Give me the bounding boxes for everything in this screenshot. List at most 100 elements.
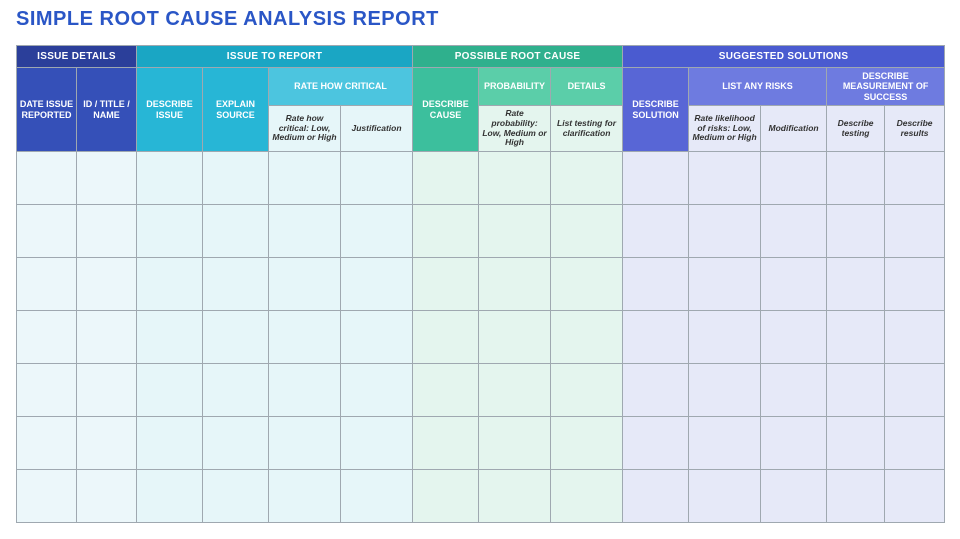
table-cell[interactable] <box>885 417 945 470</box>
table-cell[interactable] <box>761 311 827 364</box>
table-cell[interactable] <box>203 311 269 364</box>
table-cell[interactable] <box>77 205 137 258</box>
table-cell[interactable] <box>341 417 413 470</box>
table-cell[interactable] <box>137 311 203 364</box>
table-cell[interactable] <box>77 470 137 523</box>
table-cell[interactable] <box>77 311 137 364</box>
table-cell[interactable] <box>77 258 137 311</box>
table-cell[interactable] <box>479 364 551 417</box>
table-cell[interactable] <box>269 258 341 311</box>
table-cell[interactable] <box>689 311 761 364</box>
table-cell[interactable] <box>623 417 689 470</box>
table-cell[interactable] <box>77 417 137 470</box>
table-cell[interactable] <box>17 258 77 311</box>
table-cell[interactable] <box>413 470 479 523</box>
table-cell[interactable] <box>623 470 689 523</box>
table-cell[interactable] <box>689 417 761 470</box>
table-cell[interactable] <box>17 205 77 258</box>
col-explain-source: EXPLAIN SOURCE <box>203 68 269 152</box>
table-cell[interactable] <box>77 364 137 417</box>
table-cell[interactable] <box>269 311 341 364</box>
table-cell[interactable] <box>137 470 203 523</box>
table-cell[interactable] <box>761 258 827 311</box>
table-cell[interactable] <box>269 152 341 205</box>
table-cell[interactable] <box>827 311 885 364</box>
table-cell[interactable] <box>269 470 341 523</box>
table-cell[interactable] <box>551 311 623 364</box>
table-cell[interactable] <box>479 470 551 523</box>
table-cell[interactable] <box>827 152 885 205</box>
table-cell[interactable] <box>413 258 479 311</box>
table-cell[interactable] <box>203 364 269 417</box>
table-cell[interactable] <box>269 364 341 417</box>
table-row <box>17 205 945 258</box>
table-cell[interactable] <box>551 152 623 205</box>
table-cell[interactable] <box>885 470 945 523</box>
table-cell[interactable] <box>137 205 203 258</box>
table-cell[interactable] <box>827 364 885 417</box>
table-cell[interactable] <box>413 205 479 258</box>
table-cell[interactable] <box>689 470 761 523</box>
table-cell[interactable] <box>885 205 945 258</box>
table-cell[interactable] <box>551 417 623 470</box>
table-cell[interactable] <box>623 205 689 258</box>
table-cell[interactable] <box>137 364 203 417</box>
table-cell[interactable] <box>413 364 479 417</box>
table-cell[interactable] <box>341 311 413 364</box>
table-cell[interactable] <box>341 205 413 258</box>
table-cell[interactable] <box>17 311 77 364</box>
table-cell[interactable] <box>689 152 761 205</box>
table-cell[interactable] <box>551 470 623 523</box>
table-cell[interactable] <box>689 364 761 417</box>
table-cell[interactable] <box>761 364 827 417</box>
table-cell[interactable] <box>885 311 945 364</box>
table-cell[interactable] <box>623 364 689 417</box>
table-cell[interactable] <box>17 417 77 470</box>
table-cell[interactable] <box>761 205 827 258</box>
table-cell[interactable] <box>479 311 551 364</box>
table-cell[interactable] <box>341 258 413 311</box>
table-cell[interactable] <box>479 152 551 205</box>
table-cell[interactable] <box>203 205 269 258</box>
table-cell[interactable] <box>77 152 137 205</box>
table-cell[interactable] <box>341 470 413 523</box>
table-cell[interactable] <box>203 258 269 311</box>
table-cell[interactable] <box>203 470 269 523</box>
table-cell[interactable] <box>827 205 885 258</box>
table-cell[interactable] <box>17 152 77 205</box>
table-cell[interactable] <box>203 417 269 470</box>
table-cell[interactable] <box>761 470 827 523</box>
table-cell[interactable] <box>827 258 885 311</box>
table-cell[interactable] <box>137 417 203 470</box>
table-cell[interactable] <box>341 364 413 417</box>
table-cell[interactable] <box>623 258 689 311</box>
table-cell[interactable] <box>137 152 203 205</box>
table-cell[interactable] <box>551 205 623 258</box>
table-cell[interactable] <box>413 152 479 205</box>
table-cell[interactable] <box>885 258 945 311</box>
table-cell[interactable] <box>689 205 761 258</box>
table-cell[interactable] <box>17 470 77 523</box>
table-cell[interactable] <box>413 417 479 470</box>
table-cell[interactable] <box>17 364 77 417</box>
table-cell[interactable] <box>689 258 761 311</box>
table-cell[interactable] <box>479 417 551 470</box>
table-cell[interactable] <box>269 417 341 470</box>
table-cell[interactable] <box>761 152 827 205</box>
table-cell[interactable] <box>551 258 623 311</box>
table-cell[interactable] <box>827 417 885 470</box>
table-cell[interactable] <box>341 152 413 205</box>
table-cell[interactable] <box>413 311 479 364</box>
table-cell[interactable] <box>623 152 689 205</box>
table-cell[interactable] <box>479 205 551 258</box>
table-cell[interactable] <box>761 417 827 470</box>
table-cell[interactable] <box>623 311 689 364</box>
table-cell[interactable] <box>885 364 945 417</box>
table-cell[interactable] <box>827 470 885 523</box>
table-cell[interactable] <box>885 152 945 205</box>
table-cell[interactable] <box>203 152 269 205</box>
table-cell[interactable] <box>479 258 551 311</box>
table-cell[interactable] <box>269 205 341 258</box>
table-cell[interactable] <box>551 364 623 417</box>
table-cell[interactable] <box>137 258 203 311</box>
